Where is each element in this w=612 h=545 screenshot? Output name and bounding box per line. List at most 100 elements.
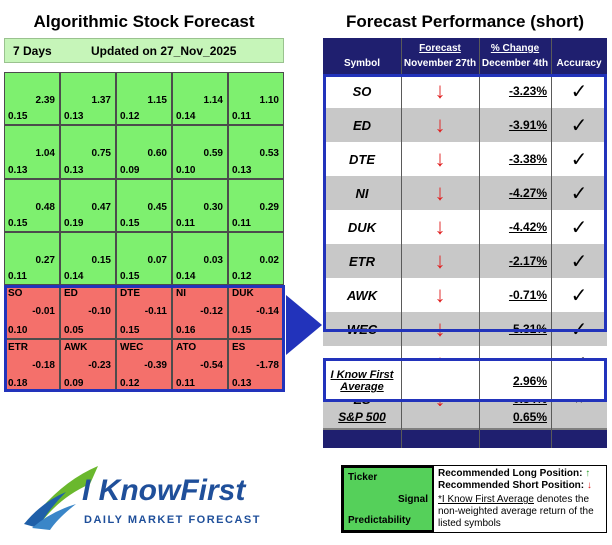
heatmap-cell: 0.75 0.13 xyxy=(60,125,116,179)
row-change: -0.71% xyxy=(508,288,547,302)
heatmap-cell: 0.60 0.09 xyxy=(116,125,172,179)
forecast-heatmap: 2.39 0.15 1.37 0.13 1.15 0.12 1.14 0.14 1.10 0.11… xyxy=(4,72,284,392)
heatmap-cell: 0.47 0.19 xyxy=(60,178,116,232)
header-symbol: Symbol xyxy=(343,58,381,69)
cell-predictability: 0.14 xyxy=(176,111,196,123)
row-change: -3.38% xyxy=(508,152,547,166)
cell-predictability: 0.11 xyxy=(176,217,195,229)
logo-tagline: Daily Market Forecast xyxy=(84,514,261,526)
header-accuracy: Accuracy xyxy=(556,58,602,69)
horizon-label: 7 Days xyxy=(13,43,52,58)
heatmap-cell: 0.15 0.14 xyxy=(60,231,116,286)
heatmap-cell: 0.03 0.14 xyxy=(172,231,228,286)
heatmap-cell: 1.37 0.13 xyxy=(60,72,116,126)
heatmap-cell: AWK -0.23 0.09 xyxy=(60,338,116,392)
cell-signal: -0.10 xyxy=(88,306,111,318)
legend-long-arrow-icon: ↑ xyxy=(585,468,591,479)
heatmap-cell: 0.02 0.12 xyxy=(228,231,284,286)
long-selection-frame xyxy=(323,74,607,332)
cell-ticker: ATO xyxy=(176,341,197,353)
legend-note: *I Know First Average denotes the non-we… xyxy=(438,494,604,530)
cell-signal: -1.78 xyxy=(256,359,279,371)
heatmap-cell: 0.30 0.11 xyxy=(172,178,228,232)
cell-predictability: 0.12 xyxy=(120,111,140,123)
forecast-arrow-icon: ↓ xyxy=(434,180,446,205)
cell-signal: 2.39 xyxy=(35,95,55,106)
accuracy-icon: ✓ xyxy=(570,148,588,171)
col-divider xyxy=(479,38,480,448)
pointer-arrow-icon xyxy=(286,295,322,355)
cell-signal: 0.30 xyxy=(203,201,223,213)
cell-signal: 0.27 xyxy=(35,254,55,266)
cell-signal: 1.37 xyxy=(91,95,111,106)
cell-signal: 0.45 xyxy=(147,201,167,213)
legend-short-label: Recommended Short Position: xyxy=(438,480,585,491)
right-title: Forecast Performance (short) xyxy=(345,12,585,31)
table-row: SO ↓ -3.23% ✓ xyxy=(323,74,607,108)
forecast-arrow-icon: ↓ xyxy=(434,78,446,103)
accuracy-icon: ✓ xyxy=(570,80,588,103)
cell-predictability: 0.15 xyxy=(8,111,28,123)
row-change: -3.23% xyxy=(508,84,547,98)
cell-signal: 1.04 xyxy=(35,148,55,160)
cell-ticker: WEC xyxy=(120,341,144,353)
row-symbol: NI xyxy=(355,185,369,201)
legend-note-text: denotes the non-weighted average return … xyxy=(438,494,594,529)
average-row: I Know First Average 2.96% xyxy=(323,360,607,402)
header-change: % Change xyxy=(490,43,540,54)
cell-ticker: NI xyxy=(176,288,186,300)
logo-name: I KnowFirst xyxy=(82,474,246,507)
cell-predictability: 0.11 xyxy=(232,111,251,123)
header-change-date: December 4th xyxy=(481,58,549,69)
cell-signal: -0.39 xyxy=(144,359,167,371)
cell-ticker: ETR xyxy=(8,341,28,353)
updated-label: Updated on 27_Nov_2025 xyxy=(91,43,237,58)
row-symbol: ETR xyxy=(349,253,375,269)
table-row: ED ↓ -3.91% ✓ xyxy=(323,108,607,142)
cell-signal: 0.47 xyxy=(91,201,111,213)
heatmap-cell: 0.53 0.13 xyxy=(228,125,284,179)
heatmap-cell: 0.48 0.15 xyxy=(4,178,60,232)
average-label-line1: I Know First xyxy=(330,369,394,381)
table-header: Symbol Forecast November 27th % Change D… xyxy=(323,38,607,74)
cell-predictability: 0.16 xyxy=(176,324,196,336)
forecast-arrow-icon: ↓ xyxy=(434,316,446,341)
heatmap-cell: 0.59 0.10 xyxy=(172,125,228,179)
cell-signal: -0.12 xyxy=(200,306,223,318)
cell-predictability: 0.14 xyxy=(64,271,84,283)
cell-ticker: SO xyxy=(8,288,23,300)
cell-predictability: 0.15 xyxy=(8,217,28,229)
cell-ticker: DUK xyxy=(232,288,254,300)
forecast-arrow-icon: ↓ xyxy=(434,248,446,273)
row-symbol: AWK xyxy=(346,287,378,303)
row-symbol: SO xyxy=(352,83,372,99)
table-row: DUK ↓ -4.42% ✓ xyxy=(323,210,607,244)
cell-predictability: 0.11 xyxy=(232,217,251,229)
cell-signal: 0.15 xyxy=(91,254,111,266)
cell-ticker: ED xyxy=(64,288,78,300)
cell-predictability: 0.10 xyxy=(176,164,196,176)
cell-predictability: 0.18 xyxy=(8,377,28,389)
table-row: NI ↓ -4.27% ✓ xyxy=(323,176,607,210)
heatmap-cell: ETR -0.18 0.18 xyxy=(4,338,60,392)
cell-predictability: 0.19 xyxy=(64,217,84,229)
cell-ticker: AWK xyxy=(64,341,88,353)
table-row: DTE ↓ -3.38% ✓ xyxy=(323,142,607,176)
left-title: Algorithmic Stock Forecast xyxy=(33,12,255,31)
forecast-arrow-icon: ↓ xyxy=(434,214,446,239)
accuracy-icon: ✓ xyxy=(570,114,588,137)
cell-signal: 1.10 xyxy=(259,95,279,106)
cell-predictability: 0.13 xyxy=(8,164,28,176)
heatmap-cell: ES -1.78 0.13 xyxy=(228,338,284,392)
cell-predictability: 0.09 xyxy=(64,377,84,389)
cell-ticker: DTE xyxy=(120,288,140,300)
sp500-row: S&P 500 0.65% xyxy=(323,406,607,428)
legend-signal: Signal xyxy=(397,494,428,505)
cell-predictability: 0.15 xyxy=(120,271,140,283)
left-header: 7 Days Updated on 27_Nov_2025 xyxy=(4,38,284,63)
cell-predictability: 0.15 xyxy=(120,324,140,336)
row-change: -4.27% xyxy=(508,186,547,200)
accuracy-icon: ✓ xyxy=(570,284,588,307)
cell-signal: -0.14 xyxy=(256,306,279,318)
legend-ticker: Ticker xyxy=(348,472,378,483)
